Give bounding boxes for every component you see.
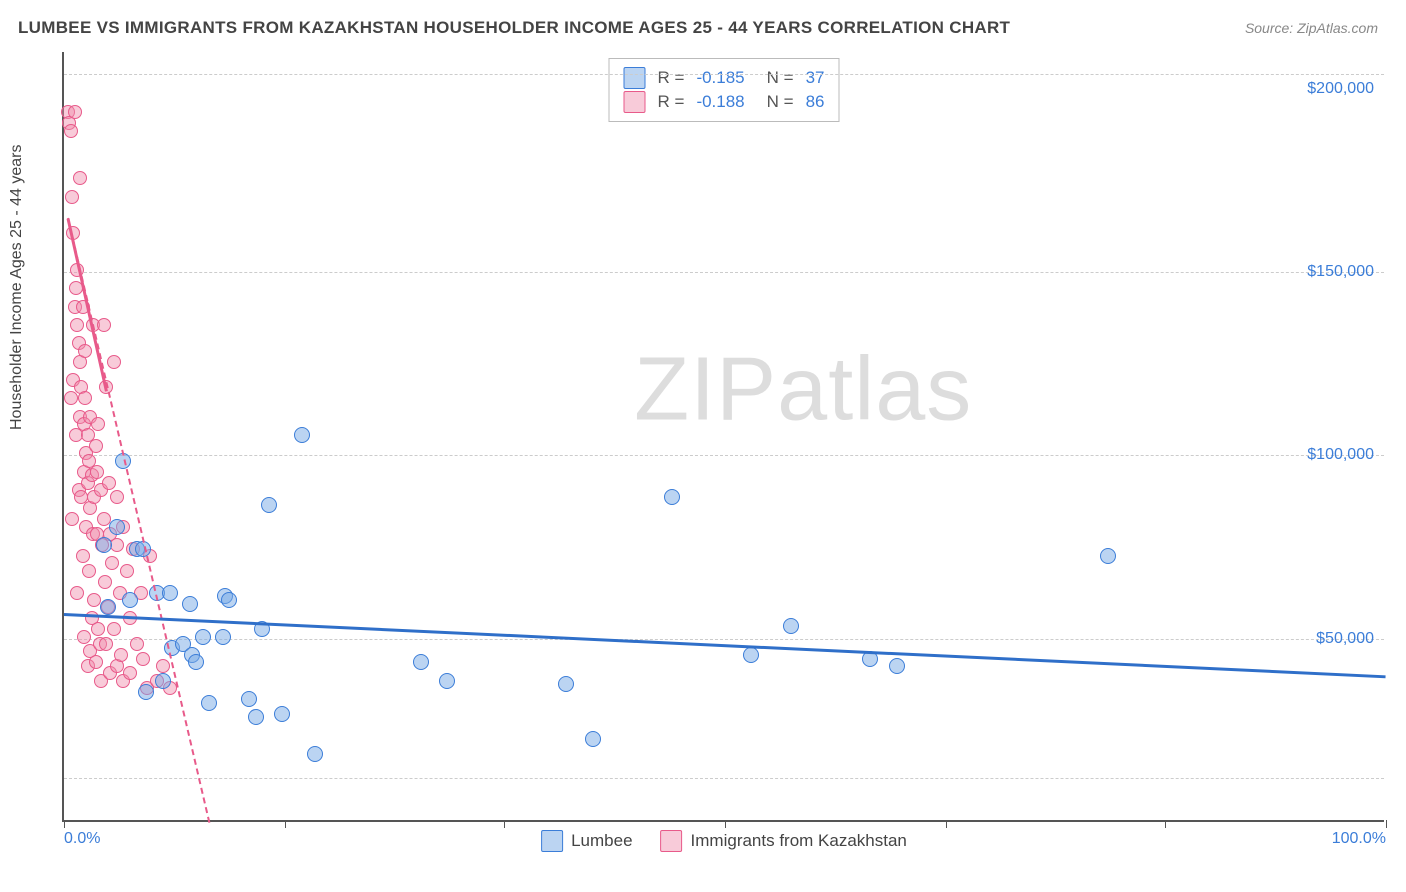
data-point-s2: [110, 490, 124, 504]
data-point-s2: [114, 648, 128, 662]
data-point-s1: [162, 585, 178, 601]
data-point-s2: [70, 318, 84, 332]
data-point-s2: [70, 586, 84, 600]
x-tick: [1386, 820, 1387, 828]
x-tick: [946, 820, 947, 828]
data-point-s1: [155, 673, 171, 689]
data-point-s2: [68, 105, 82, 119]
data-point-s2: [91, 417, 105, 431]
plot-area: ZIPatlas R = -0.185 N = 37 R = -0.188 N …: [62, 52, 1384, 822]
data-point-s2: [136, 652, 150, 666]
data-point-s1: [109, 519, 125, 535]
swatch-series1: [624, 67, 646, 89]
data-point-s1: [248, 709, 264, 725]
y-tick-label: $50,000: [1316, 630, 1374, 648]
data-point-s1: [307, 746, 323, 762]
data-point-s2: [105, 556, 119, 570]
data-point-s2: [156, 659, 170, 673]
gridline-h: [64, 778, 1384, 779]
data-point-s2: [99, 637, 113, 651]
data-point-s2: [107, 622, 121, 636]
data-point-s2: [77, 630, 91, 644]
x-tick: [285, 820, 286, 828]
gridline-h: [64, 74, 1384, 75]
data-point-s1: [96, 537, 112, 553]
data-point-s2: [65, 512, 79, 526]
x-tick: [504, 820, 505, 828]
data-point-s2: [90, 465, 104, 479]
data-point-s1: [261, 497, 277, 513]
data-point-s2: [107, 355, 121, 369]
x-tick: [1165, 820, 1166, 828]
data-point-s2: [76, 549, 90, 563]
data-point-s1: [294, 427, 310, 443]
data-point-s1: [783, 618, 799, 634]
data-point-s2: [97, 318, 111, 332]
legend-item-series2: Immigrants from Kazakhstan: [661, 830, 907, 852]
data-point-s1: [1100, 548, 1116, 564]
data-point-s1: [664, 489, 680, 505]
data-point-s2: [98, 575, 112, 589]
data-point-s1: [585, 731, 601, 747]
x-tick-label: 0.0%: [64, 830, 100, 848]
data-point-s1: [274, 706, 290, 722]
data-point-s2: [120, 564, 134, 578]
source-attribution: Source: ZipAtlas.com: [1245, 20, 1378, 36]
chart-title: LUMBEE VS IMMIGRANTS FROM KAZAKHSTAN HOU…: [18, 18, 1010, 38]
data-point-s2: [130, 637, 144, 651]
data-point-s2: [89, 655, 103, 669]
data-point-s2: [89, 439, 103, 453]
gridline-h: [64, 639, 1384, 640]
data-point-s1: [241, 691, 257, 707]
trendline: [64, 613, 1386, 678]
data-point-s1: [221, 592, 237, 608]
data-point-s2: [91, 622, 105, 636]
data-point-s1: [201, 695, 217, 711]
data-point-s1: [558, 676, 574, 692]
y-axis-label: Householder Income Ages 25 - 44 years: [8, 145, 26, 431]
gridline-h: [64, 272, 1384, 273]
series-legend: Lumbee Immigrants from Kazakhstan: [541, 830, 907, 852]
data-point-s1: [100, 599, 116, 615]
x-tick: [725, 820, 726, 828]
gridline-h: [64, 455, 1384, 456]
data-point-s2: [65, 190, 79, 204]
x-tick: [64, 820, 65, 828]
legend-row-series1: R = -0.185 N = 37: [624, 67, 825, 89]
y-tick-label: $100,000: [1307, 446, 1374, 464]
data-point-s1: [413, 654, 429, 670]
swatch-series2-bottom: [661, 830, 683, 852]
y-tick-label: $200,000: [1307, 80, 1374, 98]
data-point-s1: [743, 647, 759, 663]
data-point-s1: [215, 629, 231, 645]
data-point-s1: [138, 684, 154, 700]
data-point-s2: [78, 344, 92, 358]
data-point-s2: [110, 538, 124, 552]
correlation-legend: R = -0.185 N = 37 R = -0.188 N = 86: [609, 58, 840, 122]
data-point-s1: [188, 654, 204, 670]
data-point-s2: [82, 564, 96, 578]
watermark: ZIPatlas: [634, 338, 972, 441]
legend-row-series2: R = -0.188 N = 86: [624, 91, 825, 113]
data-point-s2: [123, 666, 137, 680]
legend-item-series1: Lumbee: [541, 830, 632, 852]
swatch-series1-bottom: [541, 830, 563, 852]
data-point-s2: [78, 391, 92, 405]
x-tick-label: 100.0%: [1332, 830, 1386, 848]
data-point-s1: [182, 596, 198, 612]
data-point-s2: [64, 124, 78, 138]
data-point-s1: [889, 658, 905, 674]
y-tick-label: $150,000: [1307, 263, 1374, 281]
data-point-s1: [122, 592, 138, 608]
swatch-series2: [624, 91, 646, 113]
data-point-s1: [195, 629, 211, 645]
data-point-s2: [64, 391, 78, 405]
data-point-s1: [439, 673, 455, 689]
data-point-s2: [73, 171, 87, 185]
data-point-s2: [102, 476, 116, 490]
